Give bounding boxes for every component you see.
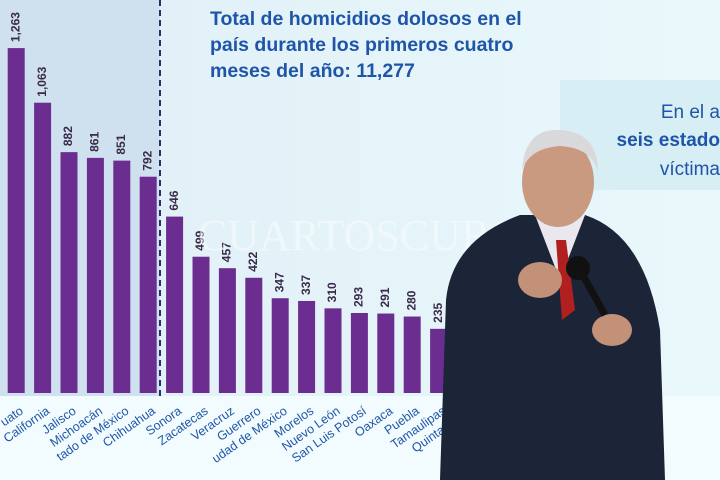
data-label: 457 <box>220 242 234 262</box>
data-label: 792 <box>140 150 154 170</box>
bar <box>403 316 421 393</box>
data-label: 861 <box>88 132 102 152</box>
speaker <box>440 129 665 480</box>
data-label: 422 <box>246 251 260 271</box>
microphone-head <box>566 256 590 280</box>
chart-title: Total de homicidios dolosos en el país d… <box>210 8 522 82</box>
data-label: 1,063 <box>35 66 49 96</box>
bar <box>192 256 210 393</box>
bar <box>350 312 368 393</box>
bar <box>166 216 184 393</box>
data-label: 347 <box>272 272 286 292</box>
suit <box>440 215 665 480</box>
bar <box>113 160 131 393</box>
annotation: seis estado <box>617 130 720 151</box>
highlight-panel <box>0 0 160 400</box>
bar <box>430 328 448 393</box>
hand <box>518 262 562 298</box>
face <box>522 137 594 227</box>
data-label: 646 <box>167 190 181 210</box>
data-label: 499 <box>193 230 207 250</box>
tie <box>556 240 575 320</box>
annotation: víctima <box>660 159 720 180</box>
bar <box>245 277 263 393</box>
bar <box>298 300 316 393</box>
bar <box>377 313 395 393</box>
annotation: En el a <box>661 102 720 123</box>
data-label: 337 <box>299 275 313 295</box>
data-label: 1,263 <box>8 12 22 42</box>
hair <box>522 129 598 172</box>
bar <box>139 176 157 393</box>
bar <box>60 152 78 393</box>
bar <box>7 48 25 393</box>
bar <box>218 268 236 393</box>
data-label: 310 <box>325 282 339 302</box>
data-label: 235 <box>431 302 445 322</box>
bar <box>271 298 289 393</box>
bar <box>86 157 104 393</box>
data-label: 291 <box>378 287 392 307</box>
data-label: 882 <box>61 126 75 146</box>
data-label: 851 <box>114 134 128 154</box>
bar <box>34 102 52 393</box>
hand <box>592 314 632 346</box>
data-label: 280 <box>404 290 418 310</box>
data-label: 293 <box>352 287 366 307</box>
bar <box>324 308 342 393</box>
